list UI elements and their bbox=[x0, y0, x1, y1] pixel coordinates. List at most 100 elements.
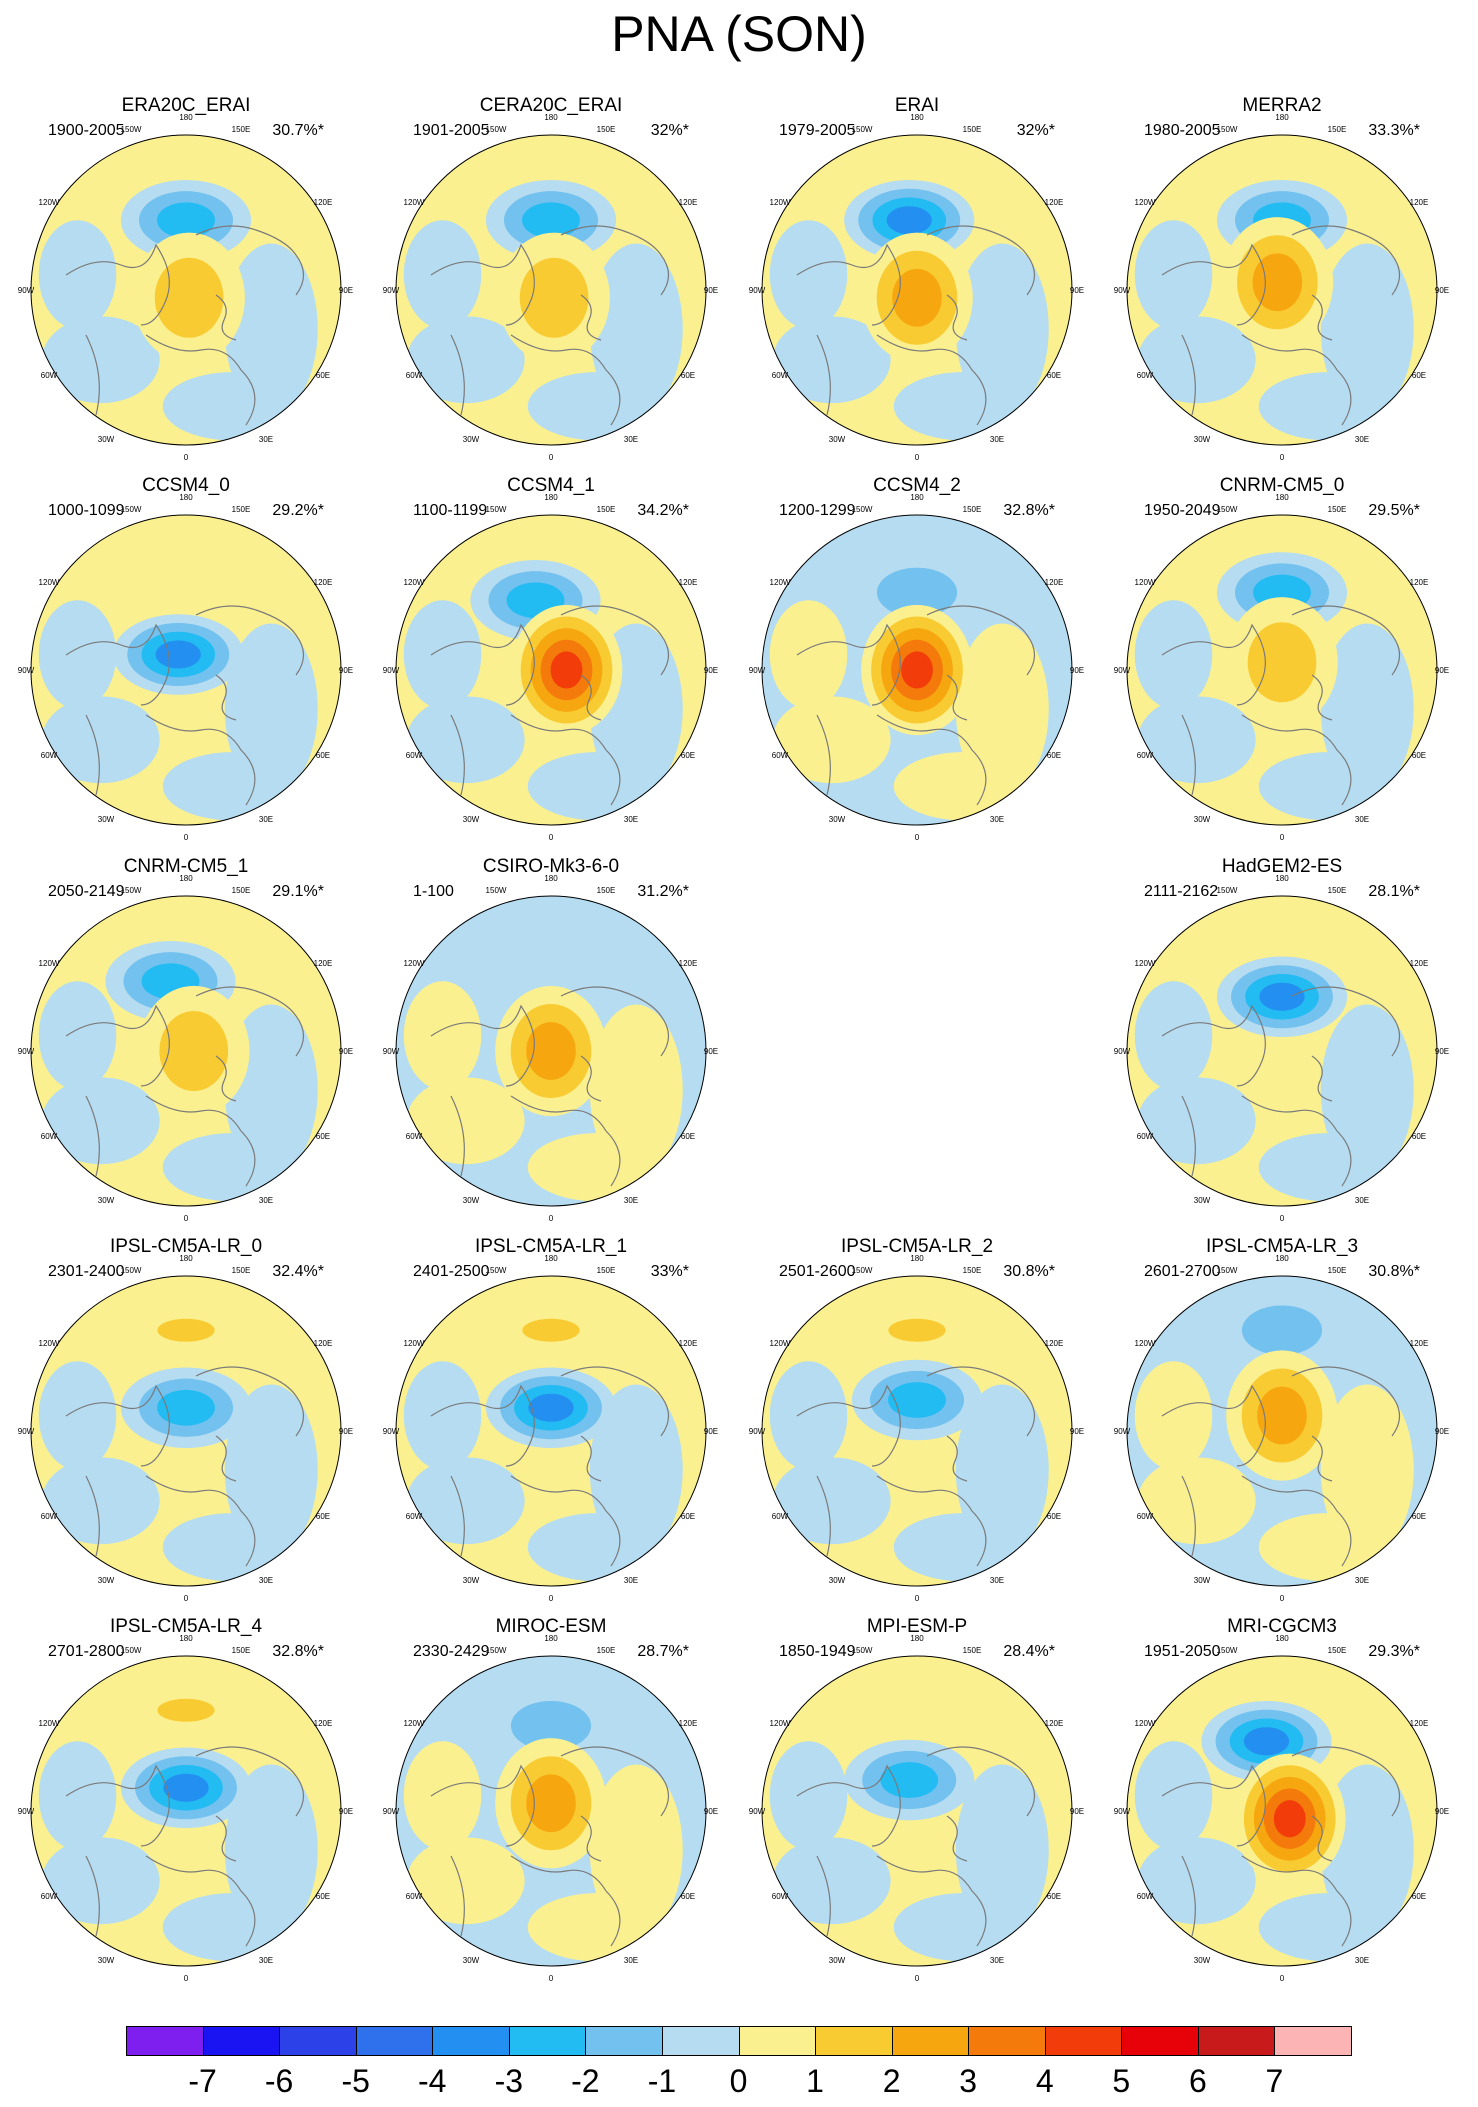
panel-title: CNRM-CM5_1 bbox=[123, 856, 249, 877]
longitude-label: 180 bbox=[910, 113, 924, 122]
longitude-label: 120E bbox=[1045, 198, 1064, 207]
colorbar-tick-label: 6 bbox=[1188, 2063, 1207, 2099]
longitude-label: 120E bbox=[1410, 1719, 1429, 1728]
coastline bbox=[560, 605, 670, 676]
longitude-label: 90E bbox=[704, 1427, 718, 1436]
longitude-label: 30W bbox=[1194, 1956, 1211, 1965]
field-region bbox=[772, 1837, 891, 1925]
longitude-label: 90W bbox=[18, 1427, 35, 1436]
longitude-label: 90E bbox=[704, 1807, 718, 1816]
longitude-label: 150W bbox=[852, 125, 873, 134]
positive-anomaly-center bbox=[159, 1010, 229, 1092]
field-region bbox=[893, 372, 1034, 441]
panel-title: CSIRO-Mk3-6-0 bbox=[482, 856, 620, 877]
coastline bbox=[1311, 1815, 1333, 1862]
field-region bbox=[38, 1741, 117, 1850]
coastline bbox=[1181, 1475, 1196, 1557]
longitude-label: 60E bbox=[316, 1892, 330, 1901]
longitude-label: 120E bbox=[1410, 1339, 1429, 1348]
field-region bbox=[406, 1837, 525, 1925]
longitude-label: 150W bbox=[1217, 1646, 1238, 1655]
coastline bbox=[876, 334, 987, 426]
longitude-label: 90W bbox=[383, 1047, 400, 1056]
coastline bbox=[1161, 1004, 1266, 1087]
longitude-label: 60W bbox=[41, 751, 58, 760]
panel-title: IPSL-CM5A-LR_4 bbox=[109, 1616, 263, 1637]
longitude-label: 30W bbox=[463, 815, 480, 824]
field-region bbox=[1258, 372, 1399, 441]
longitude-label: 120W bbox=[1135, 1339, 1156, 1348]
map-boundary bbox=[761, 134, 1073, 446]
longitude-label: 60E bbox=[1047, 371, 1061, 380]
panel-variance: 31.2%* bbox=[637, 883, 689, 900]
longitude-label: 30E bbox=[259, 815, 273, 824]
panel-period: 2050-2149 bbox=[48, 883, 125, 900]
longitude-label: 180 bbox=[544, 1634, 558, 1643]
longitude-label: 90E bbox=[339, 1807, 353, 1816]
longitude-label: 120W bbox=[1135, 959, 1156, 968]
field-region bbox=[1134, 1741, 1213, 1850]
longitude-label: 90E bbox=[1435, 286, 1449, 295]
map-boundary bbox=[30, 1655, 342, 1967]
longitude-label: 0 bbox=[184, 1214, 189, 1223]
panel-variance: 34.2%* bbox=[637, 502, 689, 519]
polar-map: 180 150W 150E 120W 120E 90W 90E 60W 60E 30W 30E 0 bbox=[383, 1254, 718, 1603]
coastline bbox=[145, 1855, 256, 1947]
positive-anomaly-center bbox=[1247, 622, 1317, 703]
longitude-label: 0 bbox=[549, 1594, 554, 1603]
coastline bbox=[195, 605, 305, 676]
field-region bbox=[769, 1361, 848, 1470]
coastline bbox=[876, 714, 987, 806]
map-panel: IPSL-CM5A-LR_1 2401-2500 33%* 180 150W 150E 12… bbox=[383, 1236, 718, 1603]
coastline bbox=[1161, 623, 1266, 706]
polar-map: 180 150W 150E 120W 120E 90W 90E 60W 60E 30W 30E 0 bbox=[749, 493, 1084, 842]
longitude-label: 90W bbox=[749, 1807, 766, 1816]
colorbar-tick-label: -3 bbox=[494, 2063, 524, 2099]
longitude-label: 120W bbox=[770, 1719, 791, 1728]
longitude-label: 120W bbox=[770, 198, 791, 207]
coastline bbox=[1161, 1764, 1266, 1847]
longitude-label: 60W bbox=[1137, 1892, 1154, 1901]
panel-period: 1901-2005 bbox=[413, 122, 490, 139]
field-region bbox=[1134, 220, 1213, 329]
longitude-label: 30W bbox=[829, 815, 846, 824]
panel-title: HadGEM2-ES bbox=[1221, 856, 1343, 877]
coastline bbox=[796, 623, 901, 706]
longitude-label: 180 bbox=[179, 1634, 193, 1643]
longitude-label: 120E bbox=[1410, 959, 1429, 968]
polar-map: 180 150W 150E 120W 120E 90W 90E 60W 60E 30W 30E 0 bbox=[749, 1634, 1084, 1983]
field-region bbox=[38, 220, 117, 329]
field-region bbox=[527, 1133, 668, 1202]
field-region bbox=[406, 696, 525, 784]
longitude-label: 150E bbox=[1328, 886, 1347, 895]
colorbar-tick-label: 4 bbox=[1035, 2063, 1054, 2099]
longitude-label: 90E bbox=[1070, 286, 1084, 295]
longitude-label: 60W bbox=[1137, 371, 1154, 380]
longitude-label: 120E bbox=[314, 1339, 333, 1348]
colorbar-cell bbox=[508, 2026, 587, 2056]
longitude-label: 150W bbox=[1217, 505, 1238, 514]
longitude-label: 30E bbox=[990, 1576, 1004, 1585]
longitude-label: 150W bbox=[486, 505, 507, 514]
positive-anomaly-center bbox=[157, 1698, 215, 1722]
field-region bbox=[893, 752, 1034, 821]
coastline bbox=[560, 225, 670, 296]
map-panel: CCSM4_0 1000-1099 29.2%* 180 150W 150E 120W 120… bbox=[18, 475, 353, 842]
coastline bbox=[946, 674, 968, 721]
longitude-label: 30E bbox=[1355, 1196, 1369, 1205]
coastline bbox=[1161, 243, 1266, 326]
map-boundary bbox=[30, 134, 342, 446]
field-region bbox=[527, 372, 668, 441]
map-panel: CNRM-CM5_1 2050-2149 29.1%* 180 150W 150E 120W… bbox=[18, 856, 353, 1223]
coastline bbox=[510, 1855, 621, 1947]
longitude-label: 30E bbox=[259, 1956, 273, 1965]
longitude-label: 30E bbox=[624, 815, 638, 824]
longitude-label: 150W bbox=[486, 125, 507, 134]
panel-title: MPI-ESM-P bbox=[866, 1616, 968, 1637]
longitude-label: 150E bbox=[597, 1266, 616, 1275]
longitude-label: 30E bbox=[624, 1576, 638, 1585]
field-region bbox=[41, 1837, 160, 1925]
longitude-label: 180 bbox=[544, 874, 558, 883]
longitude-label: 180 bbox=[910, 1634, 924, 1643]
field-region bbox=[1320, 1004, 1414, 1175]
